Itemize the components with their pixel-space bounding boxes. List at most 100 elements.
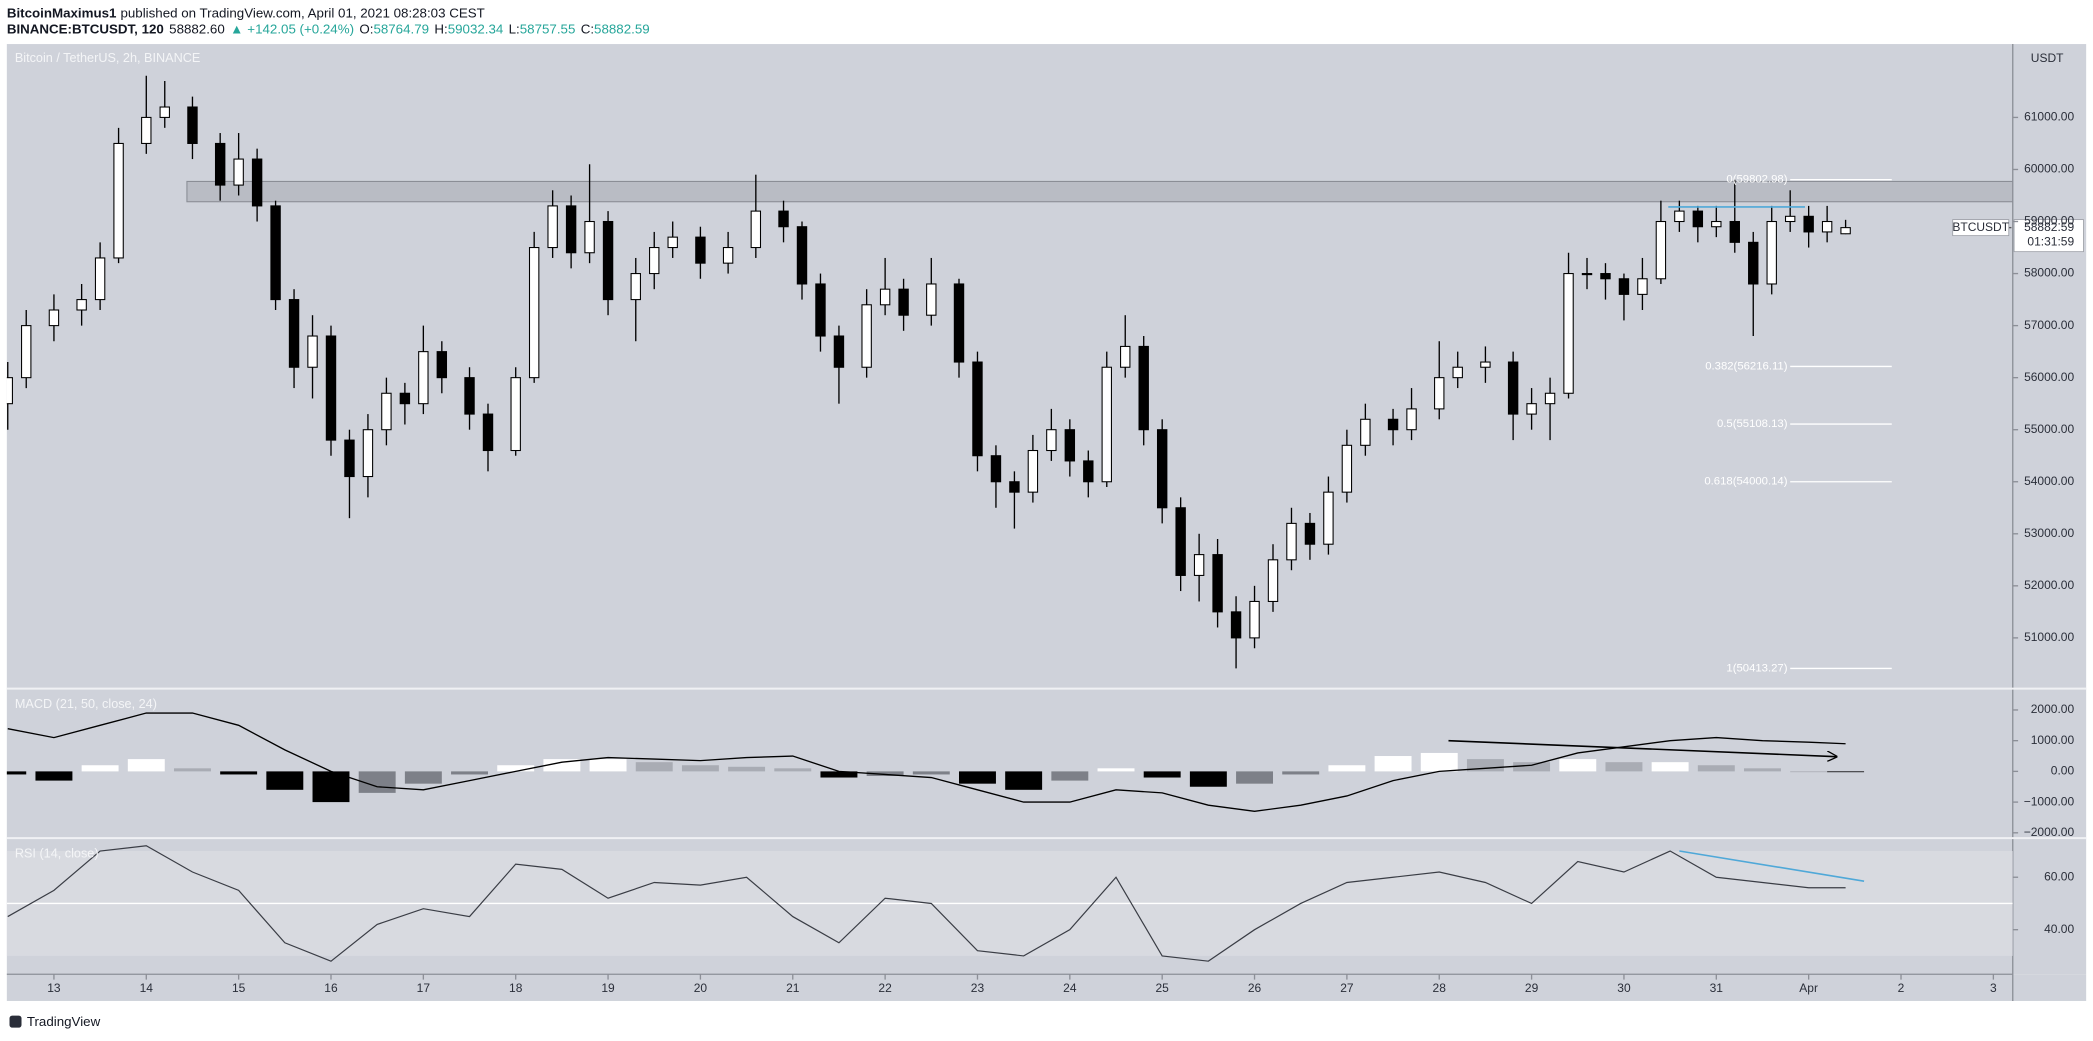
candle-body — [1544, 392, 1556, 405]
fib-label: 0.618(54000.14) — [1704, 476, 1787, 488]
y-tick-label: 1000.00 — [2031, 733, 2075, 747]
candle-body — [565, 205, 577, 254]
pane-macd — [6, 712, 1865, 812]
histogram-bar — [220, 771, 258, 775]
fib-label: 0(59802.98) — [1726, 174, 1787, 186]
candle-body — [141, 116, 152, 144]
y-tick-label: 61000.00 — [2024, 110, 2074, 124]
x-tick-label: 19 — [601, 981, 615, 995]
histogram-bar — [1374, 756, 1412, 772]
pane-candlestick: 0(59802.98) 0.382(56216.11) 0.5(55108.13) 0… — [6, 75, 2013, 674]
histogram-bar — [1605, 762, 1643, 772]
y-tick-label: 52000.00 — [2024, 578, 2074, 592]
candle-body — [547, 205, 558, 249]
histogram-bar — [81, 765, 119, 772]
candle-body — [48, 309, 60, 327]
candle-body — [861, 304, 872, 368]
candle-body — [1249, 600, 1260, 639]
candle-body — [1360, 418, 1371, 446]
candle-body — [1101, 366, 1112, 483]
candle-body — [750, 210, 762, 249]
histogram-bar — [497, 765, 535, 772]
candle-body — [602, 220, 614, 301]
y-tick-label: 58000.00 — [2024, 266, 2074, 280]
y-tick-label: −2000.00 — [2024, 825, 2075, 839]
pane-title: MACD (21, 50, close, 24) — [15, 697, 157, 711]
candle-body — [187, 106, 198, 144]
fib-label: 0.382(56216.11) — [1705, 360, 1788, 372]
candle-body — [990, 455, 1002, 483]
histogram-bar — [1051, 771, 1089, 781]
pane-title: RSI (14, close) — [15, 846, 99, 860]
symbol: BINANCE:BTCUSDT, 120 — [7, 21, 164, 36]
last-price-label: 58882.59 — [2024, 220, 2074, 234]
candle-body — [436, 351, 448, 379]
candle-body — [1748, 241, 1759, 285]
candle-body — [1674, 210, 1685, 223]
candle-body — [251, 158, 263, 207]
y-tick-label: 59000.00 — [2024, 214, 2074, 228]
candle-body — [1387, 418, 1399, 431]
y-tick-label: 57000.00 — [2024, 318, 2074, 332]
y-tick-label: −1000.00 — [2024, 794, 2075, 808]
x-tick-label: 13 — [47, 981, 61, 995]
candle-body — [1230, 611, 1242, 639]
candle-body — [1286, 522, 1297, 561]
candle-body — [1304, 522, 1316, 545]
header-line-2: BINANCE:BTCUSDT, 120 58882.60 ▲ +142.05 (+0… — [7, 21, 650, 36]
candle-body — [584, 220, 595, 254]
pane-rsi — [6, 845, 2013, 962]
histogram-bar — [1559, 759, 1597, 772]
fib-label: 1(50413.27) — [1726, 662, 1787, 674]
ohlc-value: 58882.59 — [594, 21, 650, 36]
histogram-bar — [774, 768, 812, 772]
x-tick-label: 3 — [1990, 981, 1997, 995]
candle-body — [1655, 220, 1667, 280]
candle-body — [1526, 403, 1537, 415]
candle-body — [1120, 345, 1131, 368]
candle-body — [482, 413, 494, 452]
x-tick-label: 22 — [878, 981, 892, 995]
histogram-bar — [1744, 768, 1781, 772]
ohlc-label: O: — [359, 21, 373, 36]
candle-body — [325, 335, 337, 441]
y-tick-label: 0.00 — [2051, 764, 2075, 778]
header-line-1: BitcoinMaximus1 published on TradingView.… — [7, 5, 485, 20]
histogram-bar — [451, 771, 488, 775]
candle-body — [1821, 220, 1833, 233]
candle-body — [1434, 377, 1445, 410]
y-tick-label: 60.00 — [2044, 869, 2074, 883]
candle-body — [1406, 408, 1417, 431]
logo-icon — [9, 1015, 22, 1028]
candle-body — [667, 236, 678, 249]
candle-body — [510, 377, 521, 452]
candle-body — [1175, 507, 1186, 576]
ohlc-value: 58764.79 — [373, 21, 429, 36]
candle-body — [695, 236, 706, 264]
author: BitcoinMaximus1 — [7, 5, 117, 20]
histogram-bar — [1827, 771, 1865, 773]
histogram-bar — [543, 759, 581, 772]
y-tick-label: 2000.00 — [2031, 702, 2075, 716]
candle-body — [630, 273, 641, 301]
candle-body — [214, 142, 226, 186]
y-tick-label: 55000.00 — [2024, 422, 2074, 436]
candle-body — [833, 335, 845, 368]
x-tick-label: 28 — [1433, 981, 1447, 995]
candle-body — [1267, 559, 1279, 602]
ohlc-label: H: — [434, 21, 447, 36]
symbol-box — [1952, 219, 2010, 237]
candle-body — [1046, 429, 1057, 452]
candle-body — [1618, 278, 1630, 295]
histogram-bar — [589, 759, 627, 772]
candle-body — [778, 210, 789, 228]
histogram-bar — [1005, 771, 1043, 790]
candle-body — [1193, 554, 1205, 576]
candle-body — [1692, 210, 1704, 228]
histogram-bar — [1513, 762, 1551, 772]
candle-body — [270, 205, 281, 301]
histogram-bar — [820, 771, 858, 778]
candle-body — [1138, 345, 1149, 431]
